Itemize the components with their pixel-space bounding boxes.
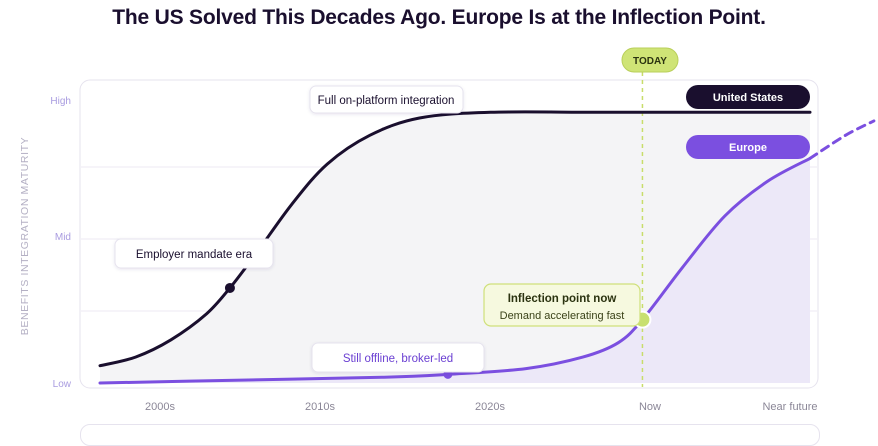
annotation-employer-mandate: Employer mandate era [114,238,274,269]
y-axis-title: BENEFITS INTEGRATION MATURITY [19,137,31,335]
annotation-employer-mandate-text: Employer mandate era [136,249,253,261]
bottom-card [80,424,820,446]
annotation-still-offline: Still offline, broker-led [311,342,485,373]
y-tick-mid: Mid [55,232,71,243]
annotation-inflection-point: Inflection point now Demand accelerating… [483,283,641,327]
legend-united-states: United States [686,85,810,109]
annotation-still-offline-text: Still offline, broker-led [343,353,453,365]
europe-series-line [98,156,812,385]
legend-united-states-label: United States [713,92,783,104]
y-tick-high: High [50,96,71,107]
x-tick-near-future: Near future [762,401,817,413]
page-title: The US Solved This Decades Ago. Europe I… [112,6,766,29]
annotation-full-integration-text: Full on-platform integration [318,95,455,107]
annotation-inflection-title: Inflection point now [508,293,617,305]
x-tick-2000s: 2000s [145,401,175,413]
today-badge-label: TODAY [633,56,667,67]
annotation-inflection-subtext: Demand accelerating fast [500,310,625,322]
annotation-full-integration: Full on-platform integration [309,85,464,114]
europe-projection-line [808,119,876,160]
y-tick-low: Low [53,379,72,390]
us-series-line [98,110,812,368]
x-tick-2010s: 2010s [305,401,335,413]
today-badge: TODAY [621,47,679,73]
legend-europe: Europe [686,135,810,159]
legend-europe-label: Europe [729,142,767,154]
x-tick-2020s: 2020s [475,401,505,413]
us-marker-mandate [224,282,235,293]
x-tick-now: Now [639,401,661,413]
europe-area-fill [100,158,810,383]
chart: BENEFITS INTEGRATION MATURITY High Mid L… [19,47,876,413]
